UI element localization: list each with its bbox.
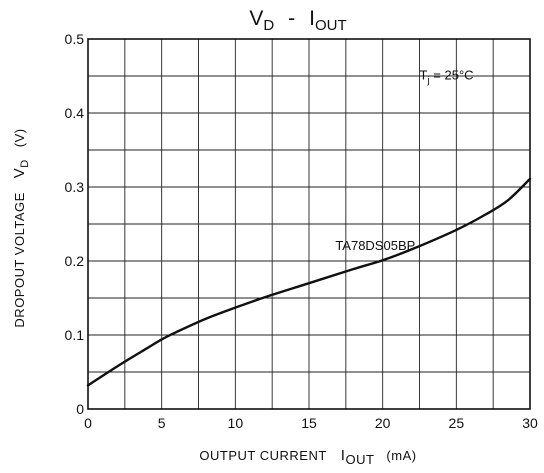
y-tick-label: 0.3 (65, 179, 85, 195)
x-axis-symbol-sub: OUT (345, 452, 374, 467)
x-axis-text: OUTPUT CURRENT (199, 448, 326, 463)
x-axis-label: OUTPUT CURRENT IOUT (mA) (199, 447, 416, 467)
tick-labels: 0 5 10 15 20 25 30 0 0.1 0.2 0.3 0.4 0.5 (65, 31, 538, 431)
y-axis-symbol: V (11, 168, 28, 179)
x-tick-label: 15 (301, 415, 317, 431)
y-axis-text: DROPOUT VOLTAGE (12, 192, 27, 327)
y-tick-label: 0.1 (65, 327, 85, 343)
x-tick-label: 30 (522, 415, 538, 431)
x-axis-unit: (mA) (386, 448, 416, 463)
x-tick-label: 10 (228, 415, 244, 431)
x-tick-label: 20 (375, 415, 391, 431)
title-separator: - (288, 7, 295, 30)
y-tick-label: 0.2 (65, 253, 85, 269)
y-tick-label: 0.5 (65, 31, 85, 47)
title-main: V (249, 7, 263, 30)
temp-symbol: T (420, 68, 428, 83)
y-axis-unit: (V) (12, 128, 27, 147)
series-annotation: TA78DS05BP (335, 238, 415, 253)
x-tick-label: 25 (449, 415, 465, 431)
x-tick-label: 0 (84, 415, 92, 431)
y-axis-symbol-sub: D (19, 159, 31, 167)
x-tick-label: 5 (158, 415, 166, 431)
grid (88, 39, 530, 409)
title-second-sub: OUT (315, 17, 347, 34)
chart-title: VD - IOUT (249, 7, 346, 34)
temperature-annotation: Tj = 25°C (420, 68, 474, 87)
temp-value: = 25°C (430, 68, 474, 83)
y-axis-label: DROPOUT VOLTAGE VD (V) (11, 128, 31, 327)
y-tick-label: 0.4 (65, 105, 85, 121)
y-tick-label: 0 (76, 401, 84, 417)
title-main-sub: D (263, 17, 274, 34)
